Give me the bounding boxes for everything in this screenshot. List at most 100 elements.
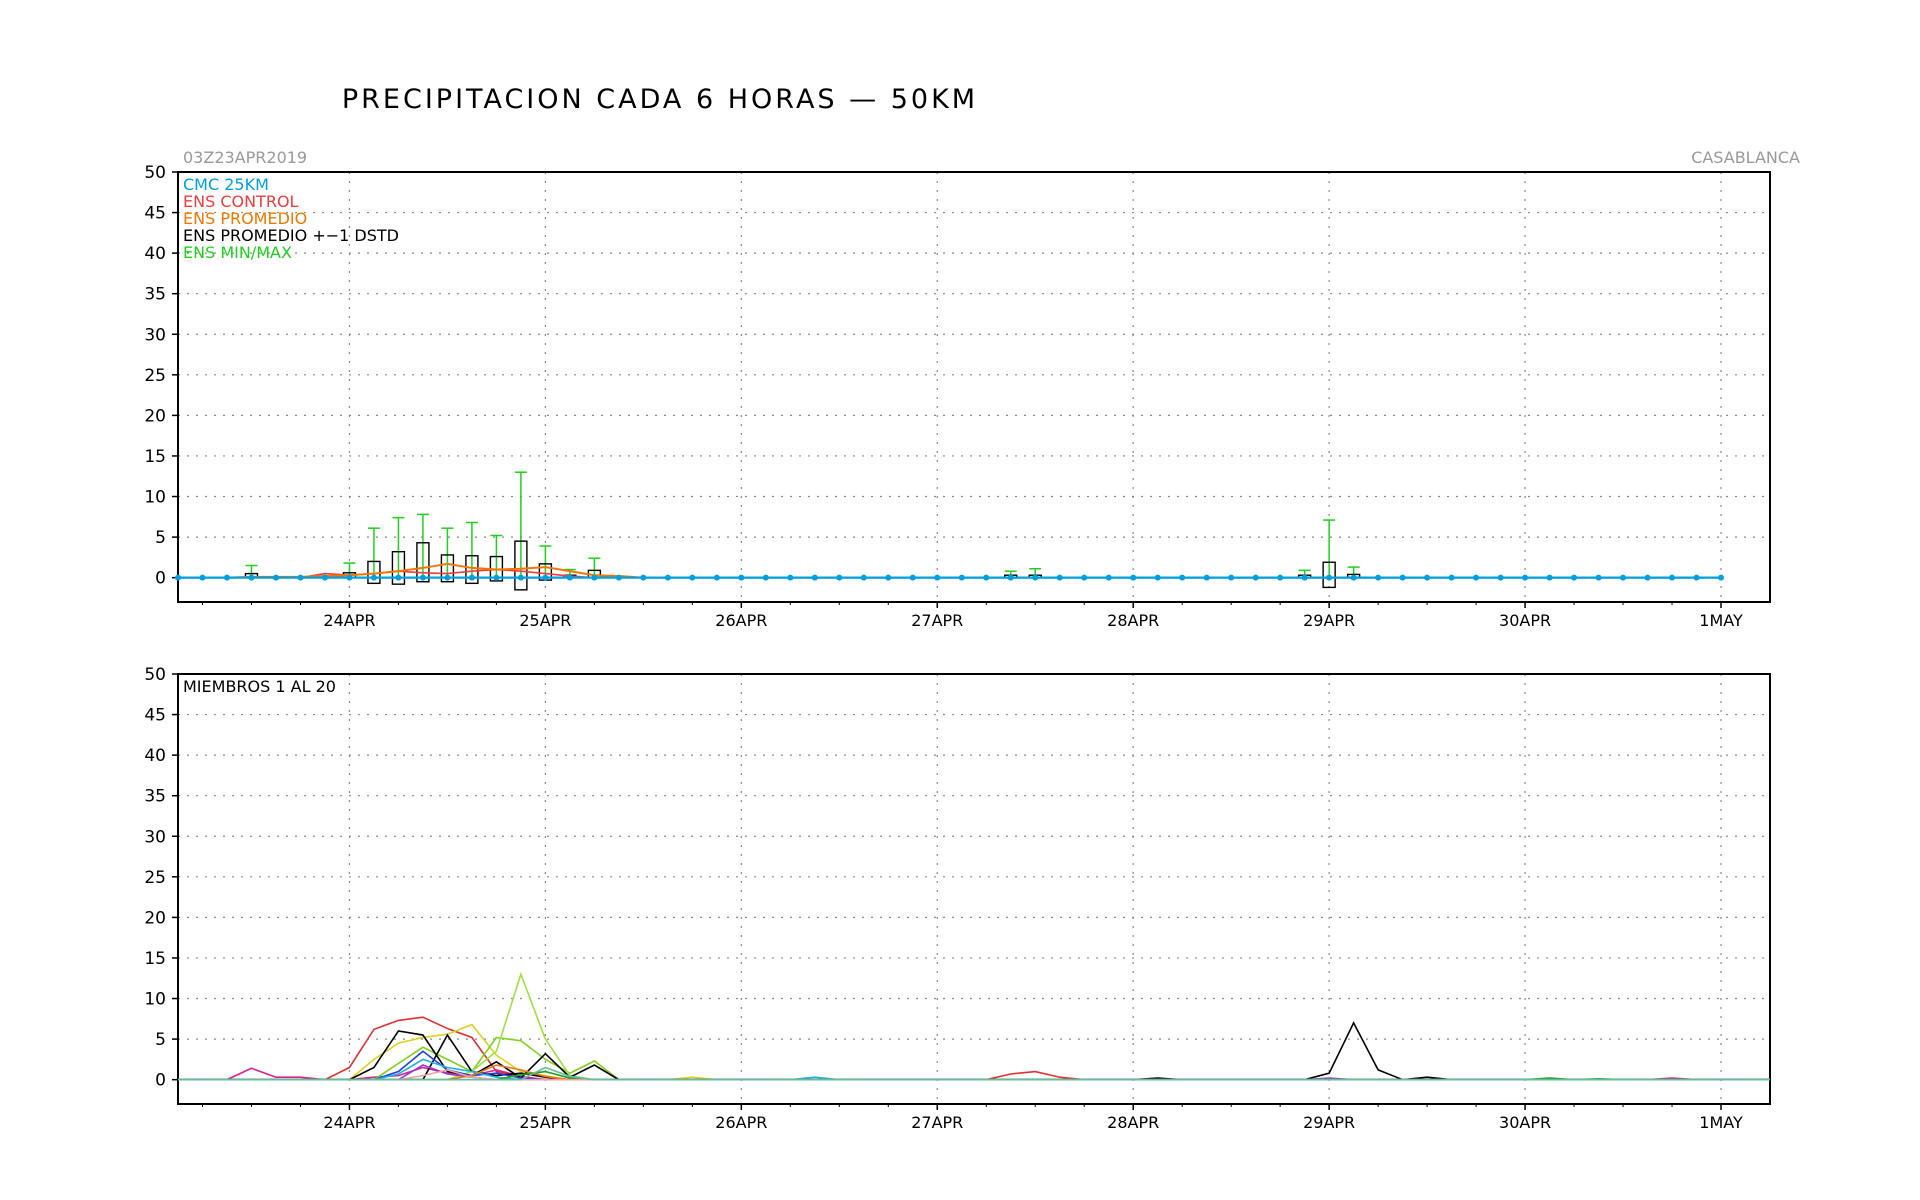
cmc-point [713, 574, 720, 581]
cmc-point [1081, 574, 1088, 581]
y-tick-label: 40 [144, 746, 166, 766]
promedio-line [178, 562, 1722, 579]
cmc-point [1571, 574, 1578, 581]
y-tick-label: 25 [144, 868, 166, 888]
y-tick-label: 35 [144, 787, 166, 807]
init-time-label: 03Z23APR2019 [183, 148, 307, 167]
cmc-point [419, 574, 426, 581]
ensemble-stats-panel: 0 5 10 15 20 25 30 35 40 45 50 24APR 25APR 26APR 27APR… [144, 163, 1771, 630]
cmc-point [615, 574, 622, 581]
cmc-point [1277, 574, 1284, 581]
x-tick-label: 1MAY [1699, 611, 1743, 630]
legend-entry: ENS PROMEDIO [183, 209, 307, 228]
x-tick-label: 29APR [1303, 611, 1355, 630]
legend-entry: CMC 25KM [183, 175, 269, 194]
x-tick-label: 25APR [519, 611, 571, 630]
y-tick-label: 20 [144, 406, 166, 426]
y-tick-label: 50 [144, 665, 166, 685]
cmc-point [1350, 574, 1357, 581]
legend-entry: ENS CONTROL [183, 192, 299, 211]
plot-frame [177, 673, 1771, 1105]
cmc-point [1375, 574, 1382, 581]
cmc-point [1007, 574, 1014, 581]
cmc-point [909, 574, 916, 581]
member-line [178, 1021, 1770, 1081]
x-tick-label: 27APR [911, 611, 963, 630]
legend-entry: ENS MIN/MAX [183, 243, 292, 262]
cmc-point [542, 574, 549, 581]
cmc-point [1301, 574, 1308, 581]
std-box [514, 540, 528, 591]
y-tick-label: 30 [144, 325, 166, 345]
cmc-point [591, 574, 598, 581]
std-box [440, 554, 455, 583]
cmc-point [444, 574, 451, 581]
x-tick-label: 26APR [715, 611, 767, 630]
cmc-point [1326, 574, 1333, 581]
cmc-point [248, 574, 255, 581]
cmc-point [689, 574, 696, 581]
cmc-point [1203, 574, 1210, 581]
cmc-point [272, 574, 279, 581]
ensemble-members-panel: 0 5 10 15 20 25 30 35 40 45 50 24APR 25APR 26APR 27APR… [144, 665, 1771, 1132]
cmc-point [1595, 574, 1602, 581]
cmc-point [1497, 574, 1504, 581]
panel-annotation: MIEMBROS 1 AL 20 [183, 677, 336, 696]
cmc-point [346, 574, 353, 581]
x-tick-label: 28APR [1107, 1113, 1159, 1132]
cmc-point [1032, 574, 1039, 581]
chart-title: PRECIPITACION CADA 6 HORAS — 50KM [342, 84, 978, 115]
cmc-point [836, 574, 843, 581]
x-tick-label: 29APR [1303, 1113, 1355, 1132]
cmc-point [1644, 574, 1651, 581]
member-line [178, 1036, 1770, 1081]
y-tick-label: 0 [155, 569, 166, 589]
cmc-point [517, 574, 524, 581]
y-tick-label: 25 [144, 366, 166, 386]
y-tick-label: 30 [144, 827, 166, 847]
cmc-point [199, 574, 206, 581]
cmc-point [370, 574, 377, 581]
member-line [178, 1070, 1770, 1081]
y-tick-label: 15 [144, 447, 166, 467]
cmc-point [297, 574, 304, 581]
cmc-point [664, 574, 671, 581]
y-tick-label: 5 [155, 528, 166, 548]
cmc-point [1448, 574, 1455, 581]
x-tick-label: 28APR [1107, 611, 1159, 630]
y-tick-label: 20 [144, 908, 166, 928]
x-tick-label: 27APR [911, 1113, 963, 1132]
y-tick-label: 10 [144, 990, 166, 1010]
control-line [178, 568, 1722, 579]
cmc-point [738, 574, 745, 581]
cmc-point [175, 574, 181, 581]
cmc-point [1522, 574, 1529, 581]
y-tick-label: 45 [144, 204, 166, 224]
cmc-point [934, 574, 941, 581]
x-tick-label: 1MAY [1699, 1113, 1743, 1132]
cmc-point [321, 574, 328, 581]
member-line [178, 1066, 1770, 1081]
cmc-point [787, 574, 794, 581]
x-tick-label: 24APR [323, 611, 375, 630]
cmc-point [468, 574, 475, 581]
cmc-point [1130, 574, 1137, 581]
x-tick-label: 26APR [715, 1113, 767, 1132]
cmc-point [1473, 574, 1480, 581]
cmc-point [1718, 574, 1725, 581]
cmc-point [566, 574, 573, 581]
cmc-point [1179, 574, 1186, 581]
cmc-point [1669, 574, 1676, 581]
y-tick-label: 40 [144, 244, 166, 264]
cmc-point [811, 574, 818, 581]
x-tick-label: 24APR [323, 1113, 375, 1132]
cmc-point [983, 574, 990, 581]
member-line [178, 1069, 1770, 1081]
std-box [391, 550, 406, 585]
member-line [178, 1050, 1770, 1081]
std-box [465, 555, 479, 585]
plot-frame [177, 171, 1771, 603]
location-label: CASABLANCA [1691, 148, 1800, 167]
cmc-point [1252, 574, 1259, 581]
cmc-point [640, 574, 647, 581]
